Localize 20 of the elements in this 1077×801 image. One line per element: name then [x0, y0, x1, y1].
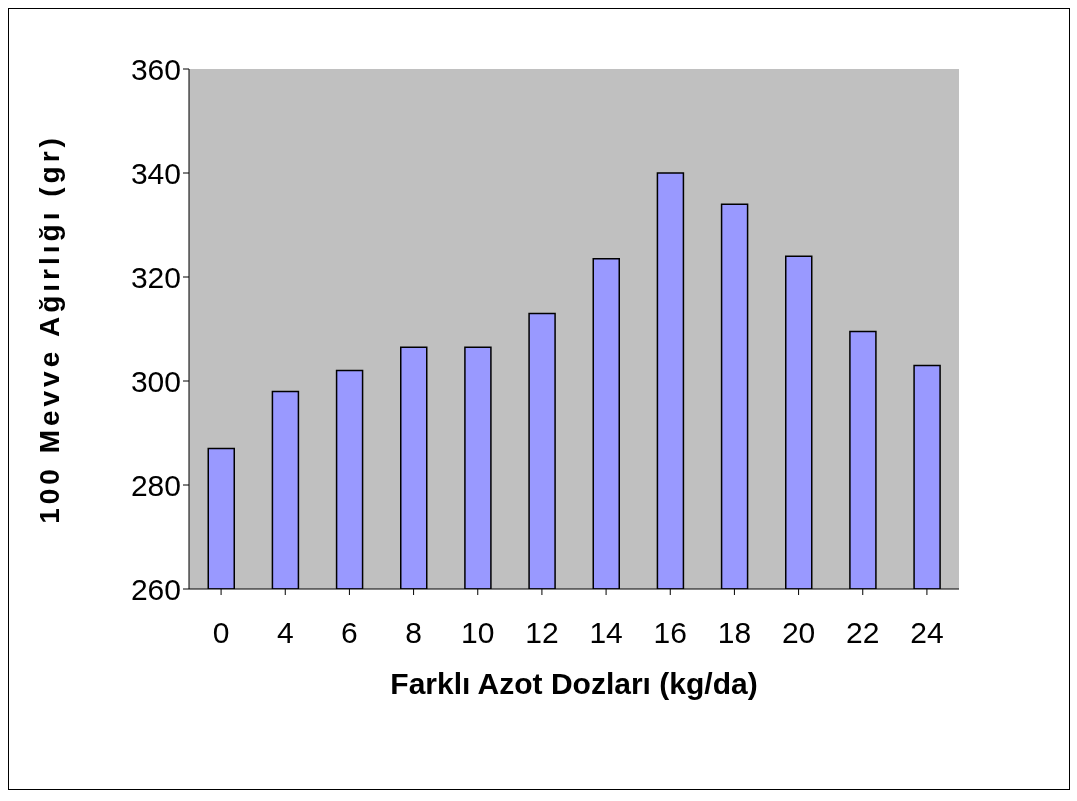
y-tick-label: 340 — [130, 156, 181, 190]
y-tick-label: 280 — [130, 468, 181, 502]
y-tick-label: 260 — [130, 572, 181, 606]
x-tick-label: 24 — [910, 616, 944, 650]
x-tick-label: 4 — [276, 616, 294, 650]
y-axis-title: 100 Mevve Ağırlığı (gr) — [33, 134, 65, 524]
x-tick-label: 18 — [717, 616, 752, 650]
x-tick-label: 16 — [653, 616, 687, 650]
x-tick-label: 6 — [341, 616, 358, 650]
y-tick-label: 300 — [130, 364, 181, 398]
y-tick-label: 360 — [130, 52, 181, 86]
x-tick-label: 0 — [212, 616, 230, 650]
x-axis-title: Farklı Azot Dozları (kg/da) — [390, 667, 758, 700]
x-tick-label: 20 — [781, 616, 816, 650]
x-tick-label: 12 — [525, 616, 559, 650]
x-tick-label: 10 — [461, 616, 495, 650]
x-tick-label: 22 — [846, 616, 880, 650]
x-tick-label: 8 — [405, 616, 422, 650]
y-tick-label: 320 — [130, 260, 181, 294]
x-tick-label: 14 — [589, 616, 623, 650]
